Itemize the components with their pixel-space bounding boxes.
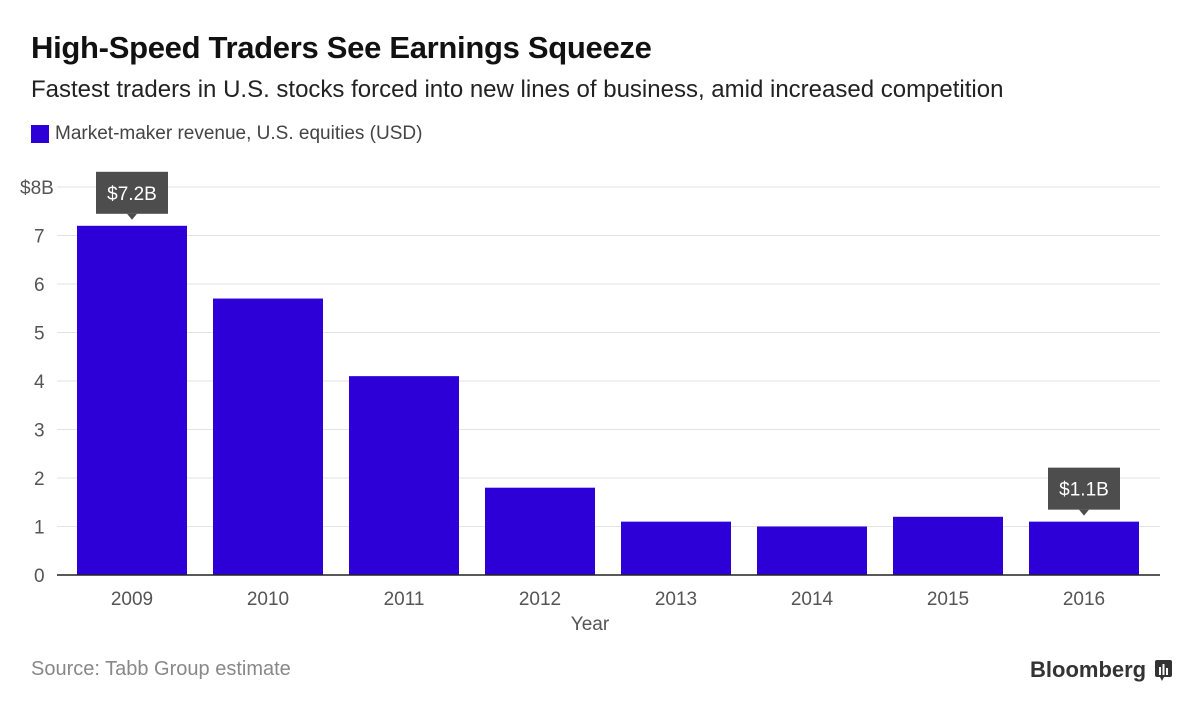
y-tick-label: 2 [34, 469, 45, 490]
y-tick-label: 4 [34, 372, 45, 393]
callout-pointer [127, 213, 137, 220]
x-tick-label: 2013 [655, 589, 697, 610]
x-tick-label: 2014 [791, 589, 834, 610]
bar-2016 [1029, 521, 1139, 575]
y-tick-label: 6 [34, 275, 45, 296]
bloomberg-logo: Bloomberg [1030, 657, 1174, 683]
legend-label: Market-maker revenue, U.S. equities (USD… [55, 123, 423, 144]
brand-name: Bloomberg [1030, 657, 1147, 682]
bar-2015 [893, 516, 1003, 575]
x-tick-label: 2015 [927, 589, 969, 610]
callout-label: $1.1B [1059, 480, 1109, 501]
callout-box [1048, 467, 1120, 510]
bar-2014 [757, 526, 867, 575]
y-tick-label: 1 [34, 518, 45, 539]
x-tick-label: 2011 [384, 589, 425, 610]
bar-2009 [77, 225, 187, 576]
callout-label: $7.2B [107, 184, 157, 205]
legend-swatch [31, 125, 49, 143]
bar-2011 [349, 376, 459, 575]
chart-subtitle: Fastest traders in U.S. stocks forced in… [31, 76, 1004, 103]
callout-pointer [1079, 509, 1089, 516]
bar-2010 [213, 298, 323, 575]
x-tick-label: 2009 [111, 589, 153, 610]
bloomberg-chart-icon [1155, 660, 1173, 681]
y-tick-label: 5 [34, 324, 45, 345]
x-axis-title: Year [571, 614, 610, 635]
legend: Market-maker revenue, U.S. equities (USD… [31, 123, 422, 145]
source-note: Source: Tabb Group estimate [31, 658, 291, 680]
y-tick-label: 7 [34, 227, 45, 248]
x-tick-label: 2012 [519, 589, 561, 610]
y-tick-label: 0 [34, 566, 45, 587]
y-tick-label: 3 [34, 421, 45, 442]
bar-2012 [485, 487, 595, 575]
x-tick-label: 2010 [247, 589, 289, 610]
callout-box [96, 171, 168, 214]
chart-title: High-Speed Traders See Earnings Squeeze [31, 30, 652, 65]
x-tick-label: 2016 [1063, 589, 1105, 610]
y-tick-label: $8B [20, 178, 54, 199]
bar-2013 [621, 521, 731, 575]
